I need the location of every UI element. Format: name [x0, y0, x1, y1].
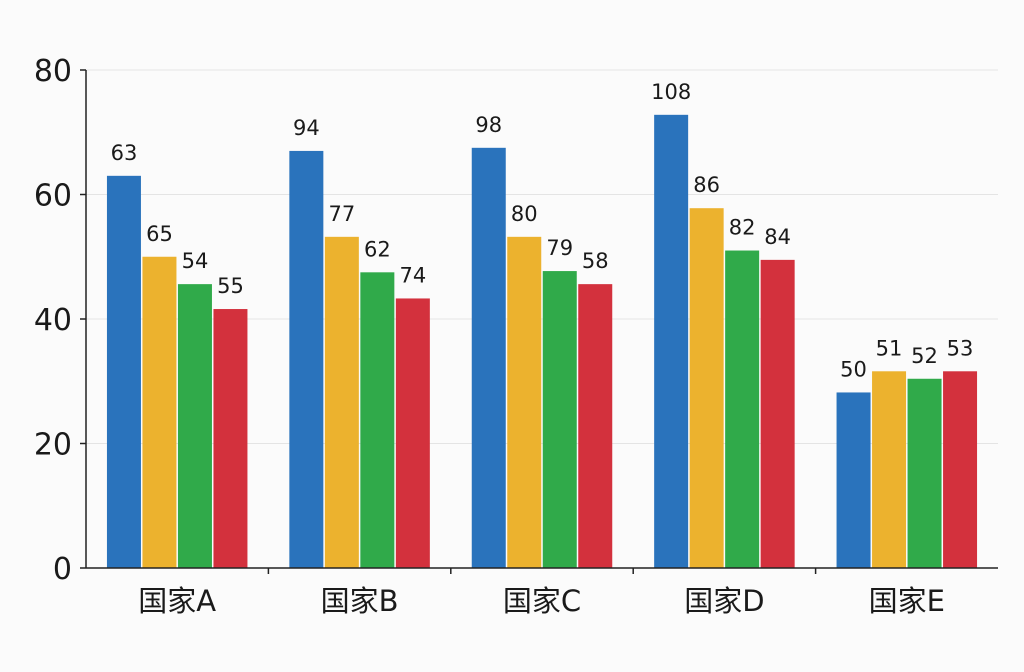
- x-category-label: 国家A: [138, 584, 216, 618]
- data-label: 108: [651, 80, 691, 104]
- data-label: 74: [399, 263, 426, 287]
- x-category-label: 国家D: [684, 584, 764, 618]
- bar-国家D-series-3: [725, 250, 760, 568]
- data-label: 55: [217, 274, 244, 298]
- x-category-label: 国家E: [869, 584, 945, 618]
- data-label: 84: [764, 225, 791, 249]
- data-label: 82: [729, 216, 756, 240]
- bar-国家E-series-4: [943, 371, 978, 568]
- data-label: 98: [475, 113, 502, 137]
- bars: [106, 114, 978, 569]
- bar-国家A-series-1: [106, 175, 141, 568]
- data-label: 58: [582, 249, 609, 273]
- data-label: 77: [328, 202, 355, 226]
- data-labels: 63 65 54 55 94 77 62 74 98 80 79 58 108 86 82 84 50 51 52 5…: [111, 80, 974, 382]
- y-tick-label: 80: [34, 54, 72, 89]
- bar-国家D-series-4: [760, 259, 795, 568]
- data-label: 63: [111, 141, 138, 165]
- x-category-label: 国家C: [503, 584, 581, 618]
- data-label: 54: [182, 249, 209, 273]
- bar-国家A-series-3: [177, 284, 212, 568]
- data-label: 86: [693, 173, 720, 197]
- bar-国家C-series-3: [542, 271, 577, 568]
- bar-国家E-series-2: [872, 371, 907, 568]
- bar-国家E-series-1: [836, 392, 871, 568]
- bar-国家A-series-2: [142, 256, 177, 568]
- data-label: 51: [876, 336, 903, 360]
- y-tick-label: 20: [34, 428, 72, 463]
- bar-国家B-series-2: [324, 236, 359, 568]
- data-label: 62: [364, 237, 391, 261]
- data-label: 65: [146, 222, 173, 246]
- bar-国家D-series-2: [689, 208, 724, 568]
- bar-国家C-series-4: [578, 284, 613, 568]
- bar-国家B-series-3: [360, 272, 395, 568]
- bar-国家A-series-4: [213, 309, 248, 568]
- bar-国家C-series-2: [507, 236, 542, 568]
- y-tick-label: 40: [34, 303, 72, 338]
- axes: 0 20 40 60 80 国家A 国家B 国家C 国家D 国家E: [34, 54, 998, 618]
- bar-国家D-series-1: [654, 114, 689, 568]
- data-label: 53: [947, 336, 974, 360]
- data-label: 80: [511, 202, 538, 226]
- bar-国家B-series-1: [289, 150, 324, 569]
- y-tick-label: 60: [34, 179, 72, 214]
- bar-国家E-series-3: [907, 378, 942, 568]
- x-category-label: 国家B: [321, 584, 399, 618]
- bar-国家C-series-1: [471, 147, 506, 568]
- data-label: 79: [546, 236, 573, 260]
- y-tick-label: 0: [53, 552, 72, 587]
- data-label: 50: [840, 357, 867, 381]
- data-label: 52: [911, 344, 938, 368]
- data-label: 94: [293, 116, 320, 140]
- bar-国家B-series-4: [395, 298, 430, 568]
